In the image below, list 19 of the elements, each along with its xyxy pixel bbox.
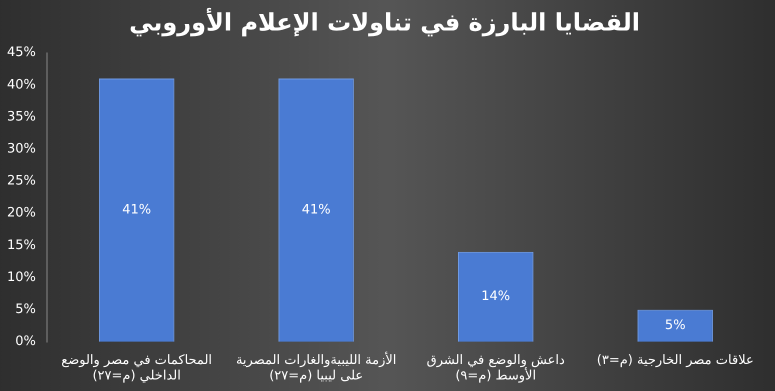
data-label: 41% [122,202,152,218]
y-tick-label: 20% [6,206,36,221]
x-tick-label: الأزمة الليبيةوالغارات المصرية على ليبيا (م=٢٧) [236,350,396,384]
x-tick-label: علاقات مصر الخارجية (م=٣) [596,352,754,368]
chart-title: القضايا البارزة في تناولات الإعلام الأوروبي [129,8,640,37]
x-tick-label: المحاكمات في مصر والوضع الداخلي (م=٢٧) [61,352,212,384]
y-tick-label: 0% [15,334,36,350]
data-label: 41% [302,202,331,218]
y-tick-label: 10% [6,270,36,285]
y-tick-label: 30% [6,142,36,157]
data-label: 5% [664,318,686,334]
y-tick-label: 15% [6,238,36,253]
y-tick-label: 25% [6,174,36,189]
y-tick-label: 5% [15,302,36,318]
data-label: 14% [481,289,510,304]
x-tick-label: داعش والوضع في الشرق الأوسط (م=٩) [426,352,565,384]
y-tick-label: 45% [6,45,36,60]
y-tick-label: 35% [6,109,36,124]
y-tick-label: 40% [6,77,36,92]
